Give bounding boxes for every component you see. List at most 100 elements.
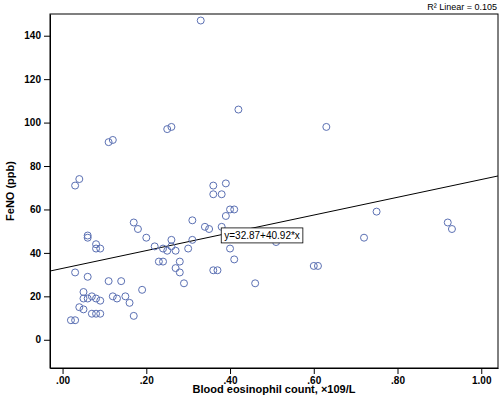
point	[444, 219, 451, 226]
point	[151, 243, 158, 250]
point	[185, 245, 192, 252]
x-axis-line	[51, 368, 499, 369]
point	[93, 295, 100, 302]
y-tick-mark	[44, 340, 50, 341]
point	[176, 258, 183, 265]
point	[113, 295, 120, 302]
x-tick-mark	[63, 368, 64, 374]
y-tick-label: 40	[30, 248, 42, 259]
point	[76, 176, 83, 183]
point	[210, 191, 217, 198]
point	[84, 273, 91, 280]
point	[80, 288, 87, 295]
y-tick: 60	[30, 204, 50, 215]
x-tick: .80	[391, 368, 405, 386]
y-tick: 100	[24, 117, 50, 128]
fit-line	[50, 176, 498, 271]
x-tick-label: .80	[391, 375, 405, 386]
y-tick-label: 60	[30, 204, 42, 215]
point	[197, 17, 204, 24]
y-tick-mark	[44, 36, 50, 37]
point	[72, 182, 79, 189]
point	[80, 306, 87, 313]
point	[109, 293, 116, 300]
y-tick: 20	[30, 291, 50, 302]
point	[361, 234, 368, 241]
point	[231, 256, 238, 263]
point	[72, 269, 79, 276]
point	[218, 191, 225, 198]
point	[214, 267, 221, 274]
point	[105, 278, 112, 285]
point	[168, 243, 175, 250]
x-tick-mark	[314, 368, 315, 374]
y-tick-mark	[44, 253, 50, 254]
point	[97, 245, 104, 252]
chart: .00.20.40.60.801.00020406080100120140Blo…	[0, 0, 500, 398]
point	[235, 106, 242, 113]
point	[252, 280, 259, 287]
point	[448, 226, 455, 233]
y-tick-label: 140	[24, 30, 41, 41]
x-axis-title: Blood eosinophil count, ×109/L	[193, 383, 356, 395]
x-tick-mark	[398, 368, 399, 374]
point	[130, 219, 137, 226]
point	[210, 182, 217, 189]
point	[172, 265, 179, 272]
x-tick-label: 1.00	[472, 375, 492, 386]
point	[118, 278, 125, 285]
point	[97, 310, 104, 317]
y-tick-mark	[44, 166, 50, 167]
point	[201, 223, 208, 230]
point	[323, 123, 330, 130]
point	[84, 295, 91, 302]
fit-label: y=32.87+40.92*x	[221, 228, 303, 243]
y-tick-mark	[44, 296, 50, 297]
y-tick: 40	[30, 248, 50, 259]
x-tick-mark	[230, 368, 231, 374]
point	[126, 299, 133, 306]
y-tick: 0	[35, 334, 50, 345]
r-squared: R² Linear = 0.105	[427, 2, 497, 12]
point	[172, 247, 179, 254]
point	[97, 297, 104, 304]
x-tick-label: .20	[140, 375, 154, 386]
x-tick-mark	[481, 368, 482, 374]
point	[130, 312, 137, 319]
point	[164, 126, 171, 133]
point	[88, 293, 95, 300]
x-tick: 1.00	[472, 368, 492, 386]
point	[109, 136, 116, 143]
fit-label-box	[221, 228, 303, 243]
y-axis-line	[50, 15, 51, 369]
point	[160, 245, 167, 252]
point	[134, 226, 141, 233]
y-tick-mark	[44, 123, 50, 124]
point	[189, 236, 196, 243]
point	[180, 280, 187, 287]
y-tick-label: 100	[24, 117, 41, 128]
point	[72, 317, 79, 324]
y-tick-label: 20	[30, 291, 42, 302]
y-tick-label: 0	[35, 334, 41, 345]
point	[160, 258, 167, 265]
point	[105, 139, 112, 146]
x-tick: .20	[140, 368, 154, 386]
point	[168, 236, 175, 243]
plot-frame	[50, 14, 498, 368]
y-tick-mark	[44, 209, 50, 210]
x-tick-label: .00	[56, 375, 70, 386]
point	[231, 206, 238, 213]
point	[164, 247, 171, 254]
y-tick-label: 120	[24, 74, 41, 85]
point	[122, 293, 129, 300]
point	[206, 226, 213, 233]
point	[373, 208, 380, 215]
point	[222, 180, 229, 187]
point	[227, 245, 234, 252]
point	[168, 123, 175, 130]
x-tick: .00	[56, 368, 70, 386]
y-tick: 140	[24, 30, 50, 41]
point	[189, 217, 196, 224]
y-axis-title: FeNO (ppb)	[4, 161, 16, 221]
